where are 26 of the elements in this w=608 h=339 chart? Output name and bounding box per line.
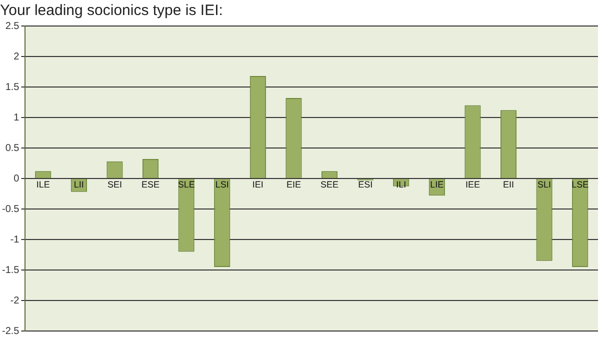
y-tick-label: 0 [14, 173, 20, 184]
y-tick-label: -2.5 [2, 326, 20, 337]
x-tick-label: ILE [36, 179, 50, 190]
x-tick-label: SEI [107, 179, 122, 190]
chart-title: Your leading socionics type is IEI: [0, 2, 223, 20]
x-tick-label: ESI [358, 179, 373, 190]
y-tick-label: 0.5 [5, 142, 20, 154]
x-tick-label: EII [502, 179, 514, 190]
x-tick-label: SLE [178, 179, 195, 190]
y-tick-label: 2.5 [5, 20, 20, 32]
y-tick-label: -2 [10, 295, 20, 306]
y-tick-label: -1.5 [2, 264, 20, 276]
x-tick-label: LSI [215, 179, 229, 190]
x-tick-label: SLI [538, 179, 552, 190]
x-tick-label: LIE [430, 179, 444, 190]
y-tick-label: 2 [14, 51, 20, 62]
y-tick-label: -1 [10, 234, 20, 246]
x-tick-label: EIE [286, 179, 301, 190]
y-tick-label: 1 [14, 112, 20, 124]
x-tick-label: IEI [252, 179, 264, 190]
x-tick-label: ESE [142, 179, 160, 190]
x-tick-label: SEE [320, 179, 339, 190]
y-tick-label: -0.5 [2, 204, 20, 215]
x-tick-label: LII [74, 179, 84, 190]
y-tick-label: 1.5 [5, 82, 20, 93]
x-tick-label: IEE [465, 179, 480, 190]
